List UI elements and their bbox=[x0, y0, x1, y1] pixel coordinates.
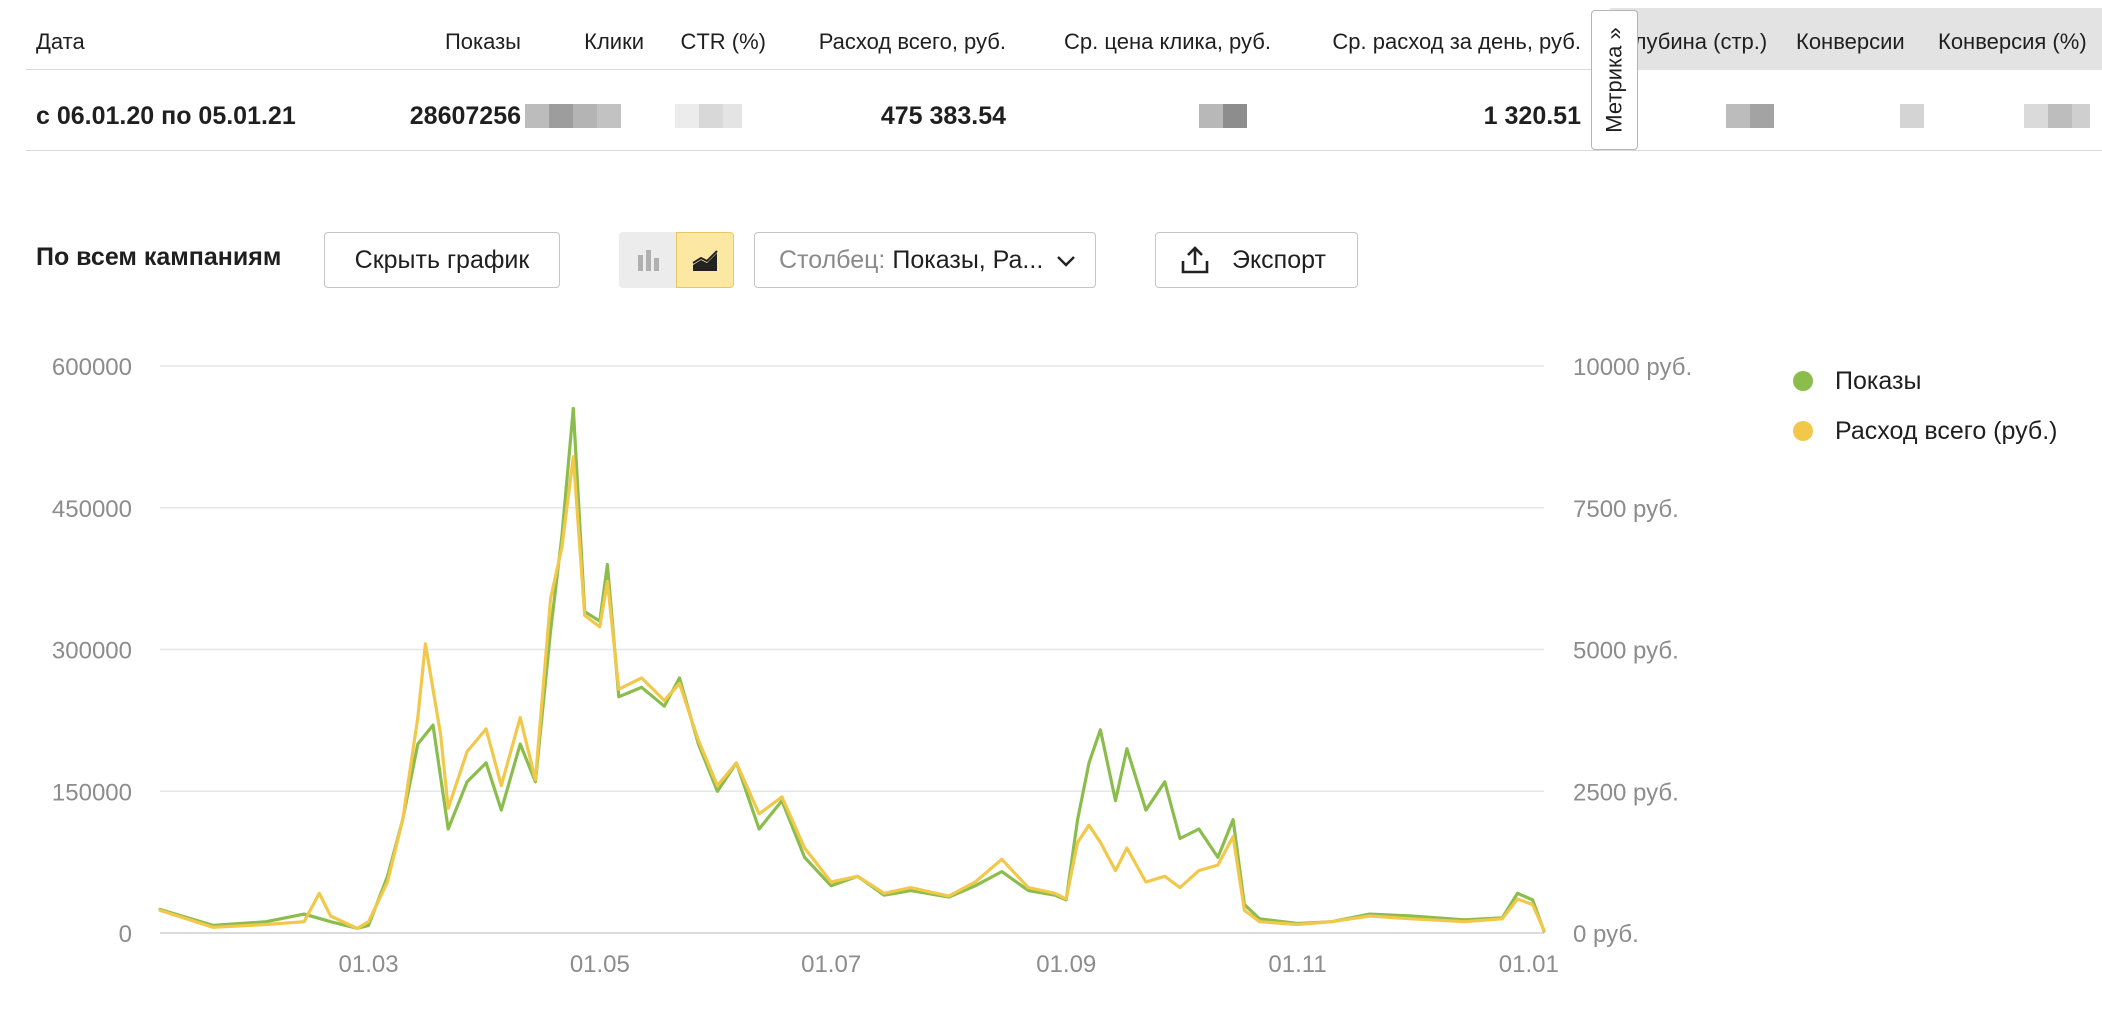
metrika-tab[interactable]: Метрика » bbox=[1591, 10, 1638, 150]
x-tick-label: 01.03 bbox=[339, 951, 399, 978]
header-daily-spend[interactable]: Ср. расход за день, руб. bbox=[1332, 29, 1581, 54]
stats-table: Дата Показы Клики CTR (%) Расход всего, … bbox=[26, 8, 2102, 151]
row-shows: 28607256 bbox=[409, 102, 521, 130]
series-line-shows bbox=[158, 406, 1546, 933]
header-ctr[interactable]: CTR (%) bbox=[680, 29, 766, 54]
header-depth[interactable]: Глубина (стр.) bbox=[1623, 29, 1768, 54]
legend-label-shows: Показы bbox=[1835, 366, 1922, 395]
y-right-tick-label: 7500 руб. bbox=[1573, 496, 1679, 523]
legend-item-spend[interactable]: Расход всего (руб.) bbox=[1793, 406, 2058, 456]
metrika-tab-label: Метрика » bbox=[1601, 27, 1627, 133]
row-date: с 06.01.20 по 05.01.21 bbox=[36, 102, 296, 130]
y-right-tick-label: 0 руб. bbox=[1573, 921, 1639, 948]
legend-dot-spend bbox=[1793, 421, 1813, 441]
hide-chart-label: Скрыть график bbox=[354, 245, 530, 274]
hide-chart-button[interactable]: Скрыть график bbox=[324, 232, 560, 288]
bar-chart-button[interactable] bbox=[619, 232, 676, 288]
campaigns-title: По всем кампаниям bbox=[36, 243, 282, 271]
row-spend: 475 383.54 bbox=[880, 102, 1006, 130]
header-cpc[interactable]: Ср. цена клика, руб. bbox=[1064, 29, 1271, 54]
chart-legend: Показы Расход всего (руб.) bbox=[1793, 356, 2058, 456]
table-header-row: Дата Показы Клики CTR (%) Расход всего, … bbox=[26, 8, 2102, 70]
upload-icon bbox=[1181, 246, 1209, 274]
legend-item-shows[interactable]: Показы bbox=[1793, 356, 2058, 406]
y-right-tick-label: 2500 руб. bbox=[1573, 779, 1679, 806]
row-clicks-blurred bbox=[525, 104, 621, 128]
y-right-tick-label: 10000 руб. bbox=[1573, 354, 1692, 381]
bar-chart-icon bbox=[637, 250, 659, 271]
y-left-tick-label: 0 bbox=[119, 921, 132, 948]
legend-label-spend: Расход всего (руб.) bbox=[1835, 416, 2058, 445]
area-chart-button[interactable] bbox=[676, 232, 734, 288]
y-right-tick-label: 5000 руб. bbox=[1573, 638, 1679, 665]
column-select[interactable]: Столбец: Показы, Ра... bbox=[754, 232, 1096, 288]
column-select-prefix: Столбец: bbox=[779, 245, 886, 274]
row-daily-spend: 1 320.51 bbox=[1483, 102, 1581, 130]
row-ctr-blurred bbox=[675, 104, 742, 128]
header-date: Дата bbox=[36, 29, 85, 54]
metrika-columns-bg bbox=[1610, 8, 2102, 70]
chevron-down-icon bbox=[1057, 256, 1075, 267]
header-clicks[interactable]: Клики bbox=[584, 29, 644, 54]
export-button[interactable]: Экспорт bbox=[1155, 232, 1358, 288]
header-conversion-rate[interactable]: Конверсия (%) bbox=[1938, 29, 2087, 54]
x-tick-label: 01.01 bbox=[1499, 951, 1559, 978]
series-line-spend bbox=[158, 455, 1546, 932]
row-conversions-blurred bbox=[1900, 104, 1924, 128]
header-conversions[interactable]: Конверсии bbox=[1796, 29, 1905, 54]
x-tick-label: 01.07 bbox=[801, 951, 861, 978]
line-chart: 0 0 руб. 150000 2500 руб. 300000 5000 руб. 450… bbox=[52, 354, 1692, 978]
chart-type-toggle bbox=[619, 232, 734, 288]
export-label: Экспорт bbox=[1232, 245, 1326, 274]
y-left-tick-label: 600000 bbox=[52, 354, 132, 381]
area-chart-icon bbox=[692, 250, 718, 271]
header-spend[interactable]: Расход всего, руб. bbox=[818, 29, 1006, 54]
x-tick-label: 01.11 bbox=[1268, 951, 1326, 978]
row-cpc-blurred bbox=[1199, 104, 1247, 128]
y-left-tick-label: 150000 bbox=[52, 779, 132, 806]
header-shows[interactable]: Показы bbox=[444, 29, 521, 54]
row-depth-blurred bbox=[1726, 104, 1774, 128]
x-tick-label: 01.09 bbox=[1036, 951, 1096, 978]
column-select-value: Показы, Ра... bbox=[892, 245, 1044, 274]
row-conversion-rate-blurred bbox=[2024, 104, 2090, 128]
y-left-tick-label: 450000 bbox=[52, 496, 132, 523]
legend-dot-shows bbox=[1793, 371, 1813, 391]
y-left-tick-label: 300000 bbox=[52, 638, 132, 665]
x-tick-label: 01.05 bbox=[570, 951, 630, 978]
table-row: с 06.01.20 по 05.01.21 28607256 475 383.… bbox=[26, 70, 2102, 151]
